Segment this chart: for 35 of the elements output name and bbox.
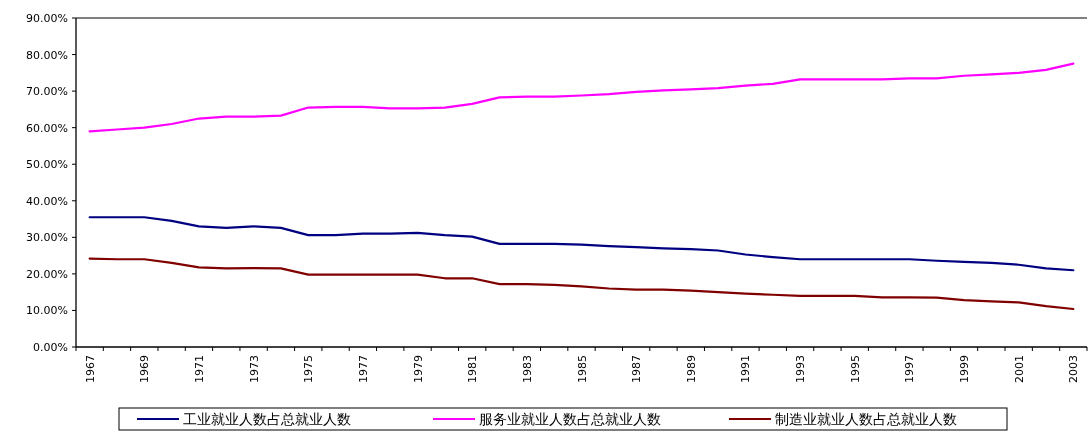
x-tick-label: 2001 xyxy=(1012,355,1026,383)
x-tick-label: 1983 xyxy=(520,355,534,383)
line-series xyxy=(88,257,1075,311)
x-tick-label: 1985 xyxy=(575,355,589,383)
y-tick-label: 0.00% xyxy=(33,341,68,354)
x-tick-label: 1979 xyxy=(411,355,425,383)
x-tick-label: 1971 xyxy=(192,355,206,383)
y-tick-label: 90.00% xyxy=(26,12,68,25)
y-tick-label: 50.00% xyxy=(26,158,68,172)
line-series xyxy=(88,62,1075,133)
y-tick-label: 70.00% xyxy=(26,85,68,99)
legend-label: 服务业就业人数占总就业人数 xyxy=(479,411,661,427)
y-tick-label: 30.00% xyxy=(26,231,68,245)
y-tick-label: 20.00% xyxy=(26,267,68,281)
x-tick-label: 1999 xyxy=(958,355,972,383)
y-tick-label: 40.00% xyxy=(26,194,68,208)
x-tick-label: 1977 xyxy=(356,355,370,383)
x-tick-label: 1973 xyxy=(247,355,261,383)
x-tick-label: 1987 xyxy=(630,355,644,383)
x-tick-label: 1975 xyxy=(302,355,316,383)
legend-label: 工业就业人数占总就业人数 xyxy=(183,411,351,427)
x-tick-label: 1991 xyxy=(739,355,753,383)
y-tick-label: 60.00% xyxy=(26,121,68,135)
line-series xyxy=(88,216,1075,272)
x-tick-label: 1997 xyxy=(903,355,917,383)
y-tick-label: 80.00% xyxy=(26,48,68,62)
x-tick-label: 1993 xyxy=(794,355,808,383)
x-tick-label: 2003 xyxy=(1067,355,1081,383)
x-tick-label: 1969 xyxy=(138,355,152,383)
x-tick-label: 1967 xyxy=(83,355,97,383)
legend-label: 制造业就业人数占总就业人数 xyxy=(775,411,957,427)
x-tick-label: 1989 xyxy=(684,355,698,383)
y-tick-label: 10.00% xyxy=(26,304,68,318)
x-tick-label: 1995 xyxy=(848,355,862,383)
x-tick-label: 1981 xyxy=(466,355,480,383)
